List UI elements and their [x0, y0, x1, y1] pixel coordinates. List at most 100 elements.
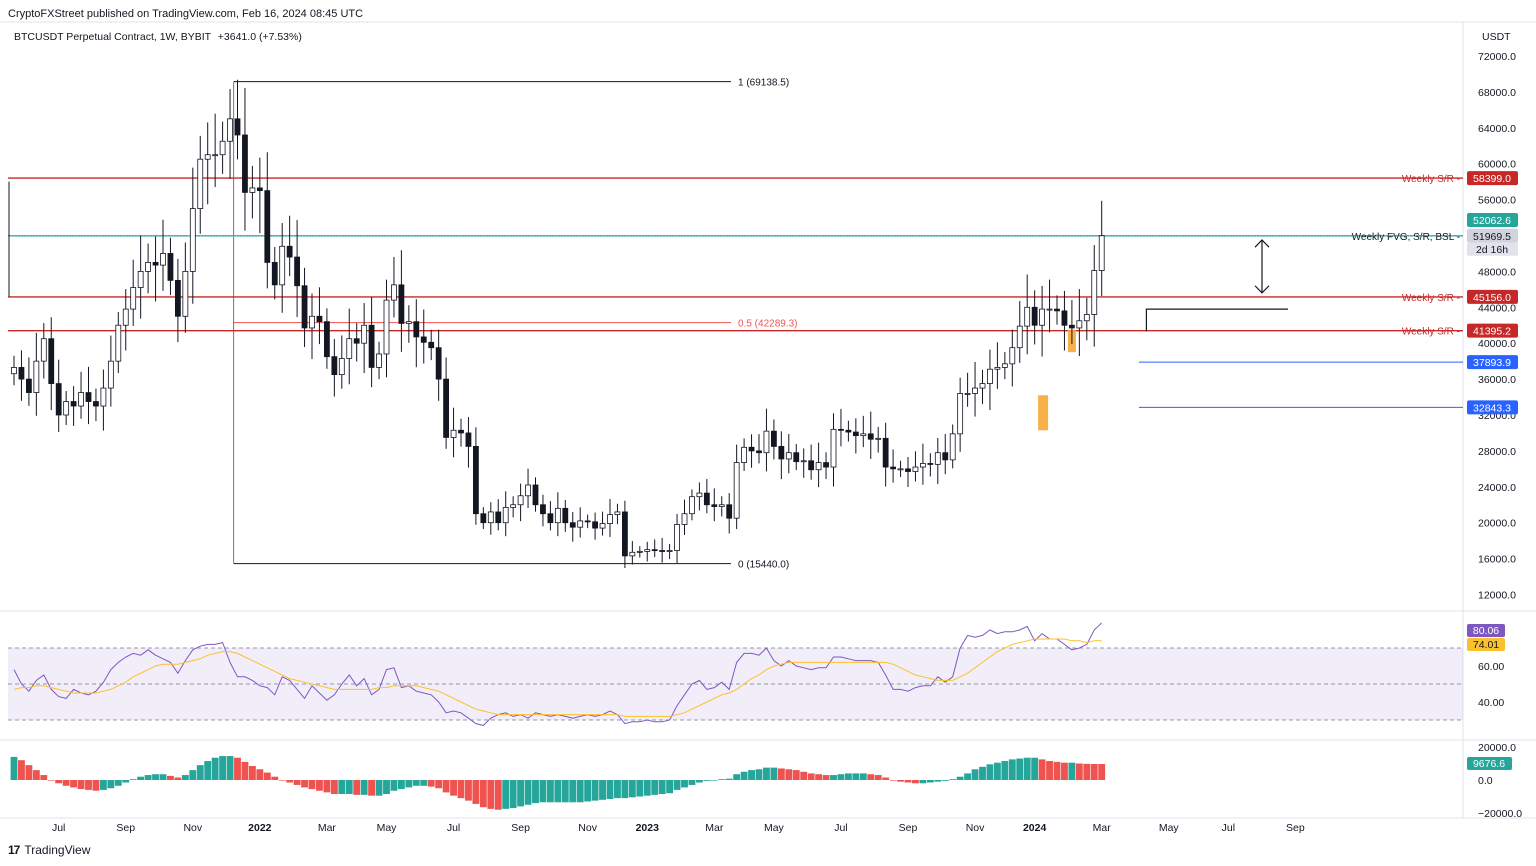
price-chart[interactable]: 1 (69138.5) 0.5 (42289.3) 0 (15440.0) Weekl…	[8, 78, 1463, 571]
time-tick-label: 2024	[1023, 822, 1047, 834]
histogram-bar	[986, 764, 994, 780]
price-tick-label: 60000.0	[1478, 159, 1516, 171]
candle	[942, 452, 949, 461]
candle	[711, 504, 718, 507]
candle	[443, 378, 450, 438]
candle	[920, 463, 926, 468]
candle	[1039, 308, 1045, 326]
price-tag: 45156.0	[1473, 292, 1511, 304]
candle	[1016, 325, 1023, 349]
candle	[622, 511, 628, 557]
candle	[733, 462, 740, 519]
candle	[800, 460, 807, 463]
histogram-bar	[330, 780, 338, 795]
rsi-pane[interactable]	[8, 622, 1463, 726]
candle	[458, 429, 464, 434]
histogram-bar	[360, 780, 368, 795]
histogram-bar	[837, 774, 845, 780]
histogram-bar	[792, 770, 800, 780]
time-tick-label: Nov	[183, 822, 202, 834]
histogram-bar	[628, 780, 636, 798]
candle	[420, 336, 427, 343]
histogram-bar	[964, 773, 972, 780]
candle	[465, 432, 472, 447]
histogram-bar	[427, 780, 435, 787]
histogram-bar	[1038, 759, 1046, 780]
macd-tick-label: −20000.0	[1478, 808, 1522, 820]
candle	[875, 437, 882, 440]
symbol-legend: BTCUSDT Perpetual Contract, 1W, BYBIT +3…	[14, 31, 302, 43]
histogram-bar	[47, 780, 55, 781]
histogram-bar	[25, 765, 33, 780]
histogram-bar	[599, 780, 606, 800]
candle	[40, 338, 47, 362]
histogram-bar	[614, 780, 621, 799]
price-tick-label: 28000.0	[1478, 446, 1516, 458]
candle	[487, 511, 494, 524]
histogram-bar	[129, 779, 137, 780]
level-label: Weekly S/R -	[1402, 293, 1460, 304]
histogram-bar	[673, 780, 681, 790]
candle	[1031, 306, 1038, 326]
candle	[472, 446, 479, 515]
time-tick-label: May	[377, 822, 398, 834]
candle	[696, 492, 703, 498]
candle	[331, 356, 338, 376]
candle	[435, 347, 442, 380]
current-high-tag: 52062.6	[1473, 215, 1511, 227]
candle	[1046, 308, 1053, 311]
candle	[107, 360, 114, 389]
candle	[286, 245, 293, 258]
histogram-bar	[785, 769, 793, 780]
candle	[316, 315, 323, 323]
rsi-value-tag-bg	[1467, 624, 1505, 637]
histogram-bar	[643, 780, 651, 796]
price-tag-bg	[1467, 289, 1518, 304]
histogram-bar	[494, 780, 502, 810]
histogram-bar	[323, 780, 331, 793]
histogram-bar	[830, 775, 837, 780]
candle	[1009, 347, 1016, 365]
histogram-bar	[219, 756, 227, 780]
candle	[480, 513, 487, 524]
candle	[301, 285, 308, 329]
rsi-value-tag-bg	[1467, 638, 1505, 651]
histogram-bar	[412, 780, 420, 786]
countdown-tag-bg	[1467, 242, 1518, 256]
macd-pane[interactable]	[10, 756, 1106, 810]
histogram-bar	[569, 780, 577, 803]
histogram-bar	[993, 762, 1001, 780]
histogram-bar	[368, 780, 376, 796]
price-axis-unit: USDT	[1482, 31, 1511, 43]
histogram-bar	[293, 780, 301, 785]
histogram-bar	[956, 776, 964, 780]
candle	[808, 460, 815, 471]
histogram-bar	[181, 775, 189, 780]
arrow-head-down	[1254, 285, 1270, 294]
time-tick-label: 2023	[636, 822, 660, 834]
candle	[1076, 320, 1083, 329]
time-tick-label: Sep	[1286, 822, 1305, 834]
histogram-bar	[852, 773, 860, 780]
candle	[905, 468, 911, 472]
candle	[748, 446, 755, 452]
candle	[823, 462, 829, 468]
brand-name: TradingView	[24, 843, 91, 857]
histogram-bar	[763, 767, 770, 780]
histogram-bar	[241, 761, 249, 780]
histogram-bar	[1098, 764, 1106, 780]
histogram-bar	[278, 780, 286, 781]
candle	[160, 253, 166, 266]
histogram-bar	[1061, 762, 1068, 780]
candle	[614, 511, 621, 516]
level-label: Weekly S/R -	[1402, 174, 1460, 185]
histogram-bar	[152, 774, 159, 780]
candle	[644, 549, 651, 552]
candle	[629, 551, 636, 557]
candle	[137, 270, 144, 288]
histogram-bar	[867, 774, 875, 780]
histogram-bar	[748, 770, 755, 780]
histogram-bar	[420, 780, 428, 786]
price-tag: 37893.9	[1473, 357, 1511, 369]
